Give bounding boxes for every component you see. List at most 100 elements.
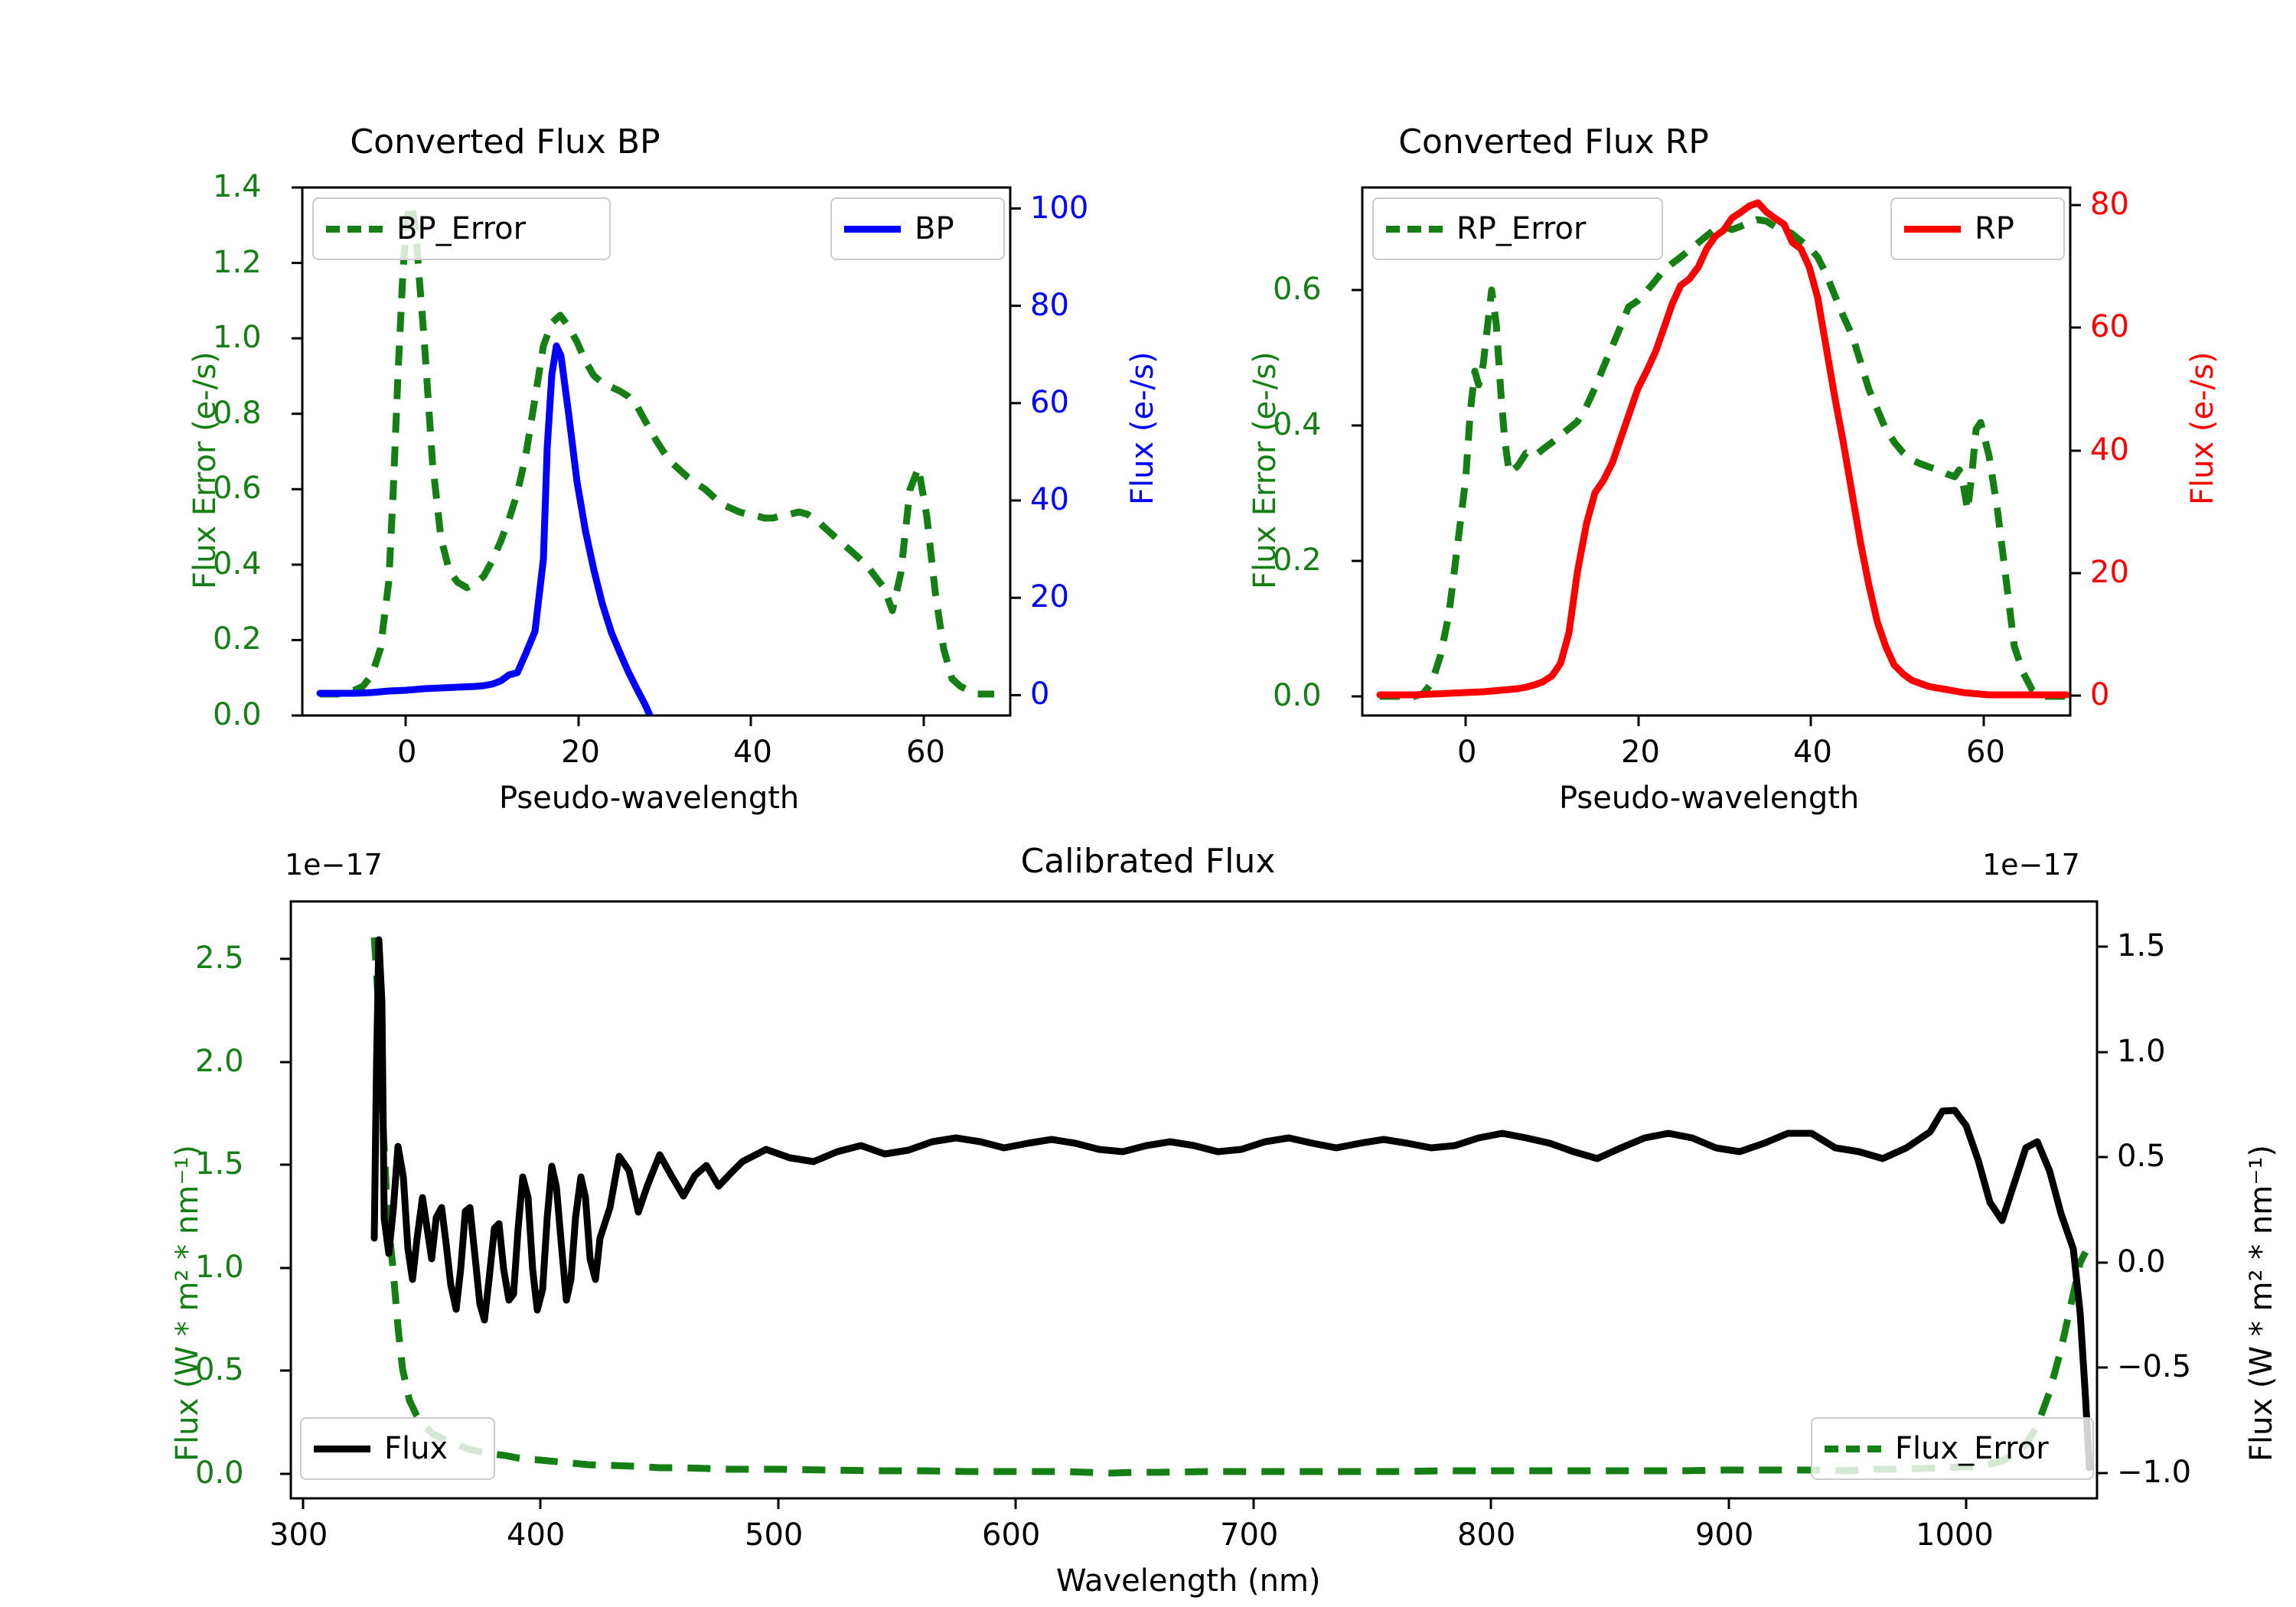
bp-xtick-1: 20 <box>561 735 600 770</box>
calibrated-legend-flux-label: Flux <box>384 1431 448 1466</box>
rp-legend-error-label: RP_Error <box>1456 211 1587 246</box>
bp-xtick-3: 60 <box>906 735 945 770</box>
series-flux-error <box>370 937 2089 1477</box>
rp-legend-rp-label: RP <box>1975 211 2014 246</box>
bp-ytick-right-1: 20 <box>1030 579 1069 614</box>
bp-ytick-left-2: 0.4 <box>213 546 262 582</box>
rp-legend-rp[interactable]: RP <box>1890 197 2065 260</box>
bp-ytick-left-0: 0.0 <box>213 697 262 732</box>
rp-ytick-right-3: 60 <box>2090 309 2129 344</box>
legend-solid-blue-icon <box>844 225 901 233</box>
bp-ytick-left-5: 1.0 <box>213 320 262 355</box>
rp-right-ticks <box>2070 204 2081 697</box>
rp-ytick-right-1: 20 <box>2090 555 2129 590</box>
calibrated-offset-left: 1e−17 <box>285 848 383 882</box>
bp-x-ticks <box>404 715 925 726</box>
rp-ytick-left-0: 0.0 <box>1273 678 1322 713</box>
cal-ytick-left-0: 0.0 <box>195 1455 244 1491</box>
panel-title-calibrated: Calibrated Flux <box>1020 842 1276 881</box>
bp-legend-bp-label: BP <box>915 211 954 246</box>
bp-legend-bp[interactable]: BP <box>830 197 1005 260</box>
cal-xtick-7: 1000 <box>1916 1517 1994 1553</box>
rp-ytick-left-1: 0.2 <box>1273 543 1322 578</box>
rp-axes-frame <box>1361 186 2072 717</box>
legend-dash-green-icon <box>1825 1445 1881 1452</box>
cal-xtick-6: 900 <box>1695 1517 1754 1553</box>
cal-ytick-left-5: 2.5 <box>195 940 244 976</box>
cal-ytick-left-1: 0.5 <box>195 1352 244 1387</box>
rp-left-ticks <box>1352 288 1362 698</box>
calibrated-axes-frame <box>289 900 2099 1500</box>
cal-ytick-right-5: 1.5 <box>2117 928 2166 963</box>
bp-plot-svg <box>292 186 1021 726</box>
rp-xtick-3: 60 <box>1966 735 2005 770</box>
legend-dash-green-icon <box>1386 225 1443 233</box>
cal-ytick-right-3: 0.5 <box>2117 1139 2166 1174</box>
bp-yaxis-label-left: Flux Error (e-/s) <box>188 351 223 589</box>
legend-solid-red-icon <box>1904 225 1961 233</box>
bp-ytick-left-7: 1.4 <box>213 169 262 204</box>
legend-solid-black-icon <box>314 1445 370 1452</box>
cal-ytick-right-0: −1.0 <box>2117 1455 2192 1490</box>
bp-left-ticks <box>292 186 302 717</box>
calibrated-legend-flux-error-label: Flux_Error <box>1895 1431 2049 1466</box>
rp-ytick-left-3: 0.6 <box>1273 272 1322 307</box>
legend-dash-green-icon <box>326 225 383 233</box>
calibrated-legend-flux-error[interactable]: Flux_Error <box>1811 1417 2094 1480</box>
bp-ytick-left-4: 0.8 <box>213 396 262 431</box>
rp-legend-error[interactable]: RP_Error <box>1372 197 1663 260</box>
rp-xtick-1: 20 <box>1621 735 1660 770</box>
calibrated-offset-right: 1e−17 <box>1982 848 2080 882</box>
cal-ytick-right-1: −0.5 <box>2117 1349 2192 1384</box>
panel-calibrated-flux: Calibrated Flux 1e−17 1e−17 <box>0 826 2296 1607</box>
cal-xtick-2: 500 <box>745 1517 804 1553</box>
calibrated-xaxis-label: Wavelength (nm) <box>1056 1563 1321 1599</box>
bp-legend-error[interactable]: BP_Error <box>312 197 611 260</box>
calibrated-yaxis-label-right: Flux (W * m² * nm⁻¹) <box>2244 1145 2279 1462</box>
calibrated-legend-flux[interactable]: Flux <box>300 1417 495 1480</box>
calibrated-left-ticks <box>280 957 291 1475</box>
cal-ytick-left-3: 1.5 <box>195 1146 244 1182</box>
rp-plot-svg <box>1352 186 2081 726</box>
bp-ytick-right-0: 0 <box>1030 676 1050 712</box>
cal-ytick-right-2: 0.0 <box>2117 1244 2166 1279</box>
bp-ytick-right-5: 100 <box>1030 191 1089 226</box>
bp-ytick-left-6: 1.2 <box>213 245 262 280</box>
series-flux <box>370 936 2093 1472</box>
bp-xaxis-label: Pseudo-wavelength <box>499 781 800 816</box>
rp-yaxis-label-right: Flux (e-/s) <box>2185 351 2220 505</box>
series-rp-error <box>1380 216 2066 700</box>
bp-xtick-0: 0 <box>397 735 417 770</box>
calibrated-right-ticks <box>2097 945 2108 1475</box>
panel-title-rp: Converted Flux RP <box>1398 122 1709 161</box>
bp-ytick-left-3: 0.6 <box>213 471 262 506</box>
cal-xtick-4: 700 <box>1220 1517 1279 1553</box>
panel-converted-flux-bp: Converted Flux BP <box>0 0 1160 826</box>
cal-xtick-5: 800 <box>1457 1517 1516 1553</box>
rp-x-ticks <box>1464 715 1985 726</box>
rp-ytick-right-2: 40 <box>2090 432 2129 468</box>
rp-xtick-0: 0 <box>1457 735 1477 770</box>
panel-title-bp: Converted Flux BP <box>350 122 660 161</box>
rp-ytick-left-2: 0.4 <box>1273 407 1322 442</box>
rp-xtick-2: 40 <box>1793 735 1832 770</box>
cal-xtick-0: 300 <box>269 1517 328 1553</box>
series-bp <box>316 342 654 715</box>
cal-xtick-1: 400 <box>507 1517 566 1553</box>
calibrated-plot-svg <box>280 900 2108 1509</box>
rp-xaxis-label: Pseudo-wavelength <box>1559 781 1860 816</box>
bp-xtick-2: 40 <box>733 735 772 770</box>
cal-xtick-3: 600 <box>982 1517 1041 1553</box>
series-bp-error <box>320 200 994 698</box>
bp-ytick-left-1: 0.2 <box>213 621 262 657</box>
bp-ytick-right-3: 60 <box>1030 385 1069 420</box>
bp-ytick-right-4: 80 <box>1030 288 1069 323</box>
cal-ytick-left-2: 1.0 <box>195 1250 244 1285</box>
calibrated-x-ticks <box>302 1498 1968 1509</box>
bp-axes-frame <box>301 186 1012 717</box>
calibrated-yaxis-label-left: Flux (W * m² * nm⁻¹) <box>170 1145 205 1462</box>
bp-ytick-right-2: 40 <box>1030 482 1069 517</box>
cal-ytick-right-4: 1.0 <box>2117 1034 2166 1069</box>
rp-yaxis-label-left: Flux Error (e-/s) <box>1247 351 1283 589</box>
